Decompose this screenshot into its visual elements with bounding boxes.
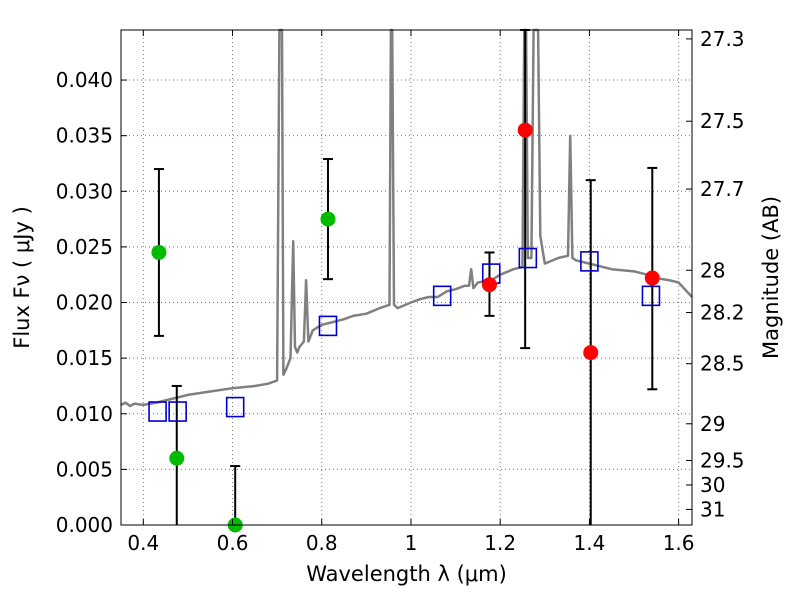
y-tick-label: 0.015 (56, 346, 113, 370)
photometry-points (151, 122, 660, 533)
y-axis-label: Flux Fν ( μJy ) (10, 206, 34, 349)
right-tick-label: 30 (700, 473, 725, 497)
x-tick-label: 1.4 (573, 531, 605, 555)
photometry-point (151, 244, 167, 260)
x-tick-label: 0.6 (217, 531, 249, 555)
y-tick-label: 0.020 (56, 291, 113, 315)
y-tick-label: 0.025 (56, 235, 113, 259)
photometry-point (517, 122, 533, 138)
y-tick-label: 0.040 (56, 68, 113, 92)
y-tick-label: 0.030 (56, 179, 113, 203)
y-tick-label: 0.005 (56, 457, 113, 481)
model-band-square (225, 396, 245, 418)
photometry-point (481, 277, 497, 293)
right-tick-label: 29 (700, 412, 725, 436)
right-tick-label: 29.5 (700, 448, 745, 472)
x-tick-label: 0.4 (127, 531, 159, 555)
x-tick-label: 1 (405, 531, 418, 555)
y-tick-label: 0.035 (56, 124, 113, 148)
photometry-point (320, 211, 336, 227)
photometry-point (169, 450, 185, 466)
right-tick-label: 27.5 (700, 109, 745, 133)
y-tick-label: 0.010 (56, 402, 113, 426)
right-axis-label: Magnitude (AB) (759, 196, 783, 359)
spectrum-line (120, 28, 693, 408)
error-bars (153, 29, 658, 525)
x-axis-label: Wavelength λ (μm) (306, 562, 507, 586)
model-band-square (641, 285, 661, 307)
right-tick-label: 31 (700, 497, 725, 521)
axis-ticks: 0.4 0.6 0.8 1 1.2 1.4 1.6 0.000 0.005 0.010 0.015 0… (56, 27, 745, 555)
model-spectrum (120, 28, 693, 408)
right-tick-label: 28.2 (700, 301, 745, 325)
model-band-square (580, 251, 599, 272)
model-band-square (318, 315, 338, 337)
model-band-square (148, 401, 167, 422)
x-tick-label: 1.2 (484, 531, 516, 555)
right-tick-label: 27.7 (700, 177, 745, 201)
right-tick-label: 28.5 (700, 352, 745, 376)
x-tick-label: 0.8 (306, 531, 338, 555)
photometry-point (644, 270, 660, 286)
x-tick-label: 1.6 (663, 531, 695, 555)
model-band-square (518, 247, 538, 269)
model-band-square (432, 285, 452, 307)
model-band-markers (148, 247, 661, 422)
photometry-point (583, 345, 599, 361)
model-band-square (168, 401, 187, 422)
right-tick-label: 28 (700, 258, 725, 282)
y-tick-label: 0.000 (56, 513, 113, 537)
grid-lines (121, 30, 692, 526)
plot-frame (120, 29, 693, 526)
right-tick-label: 27.3 (700, 27, 745, 51)
